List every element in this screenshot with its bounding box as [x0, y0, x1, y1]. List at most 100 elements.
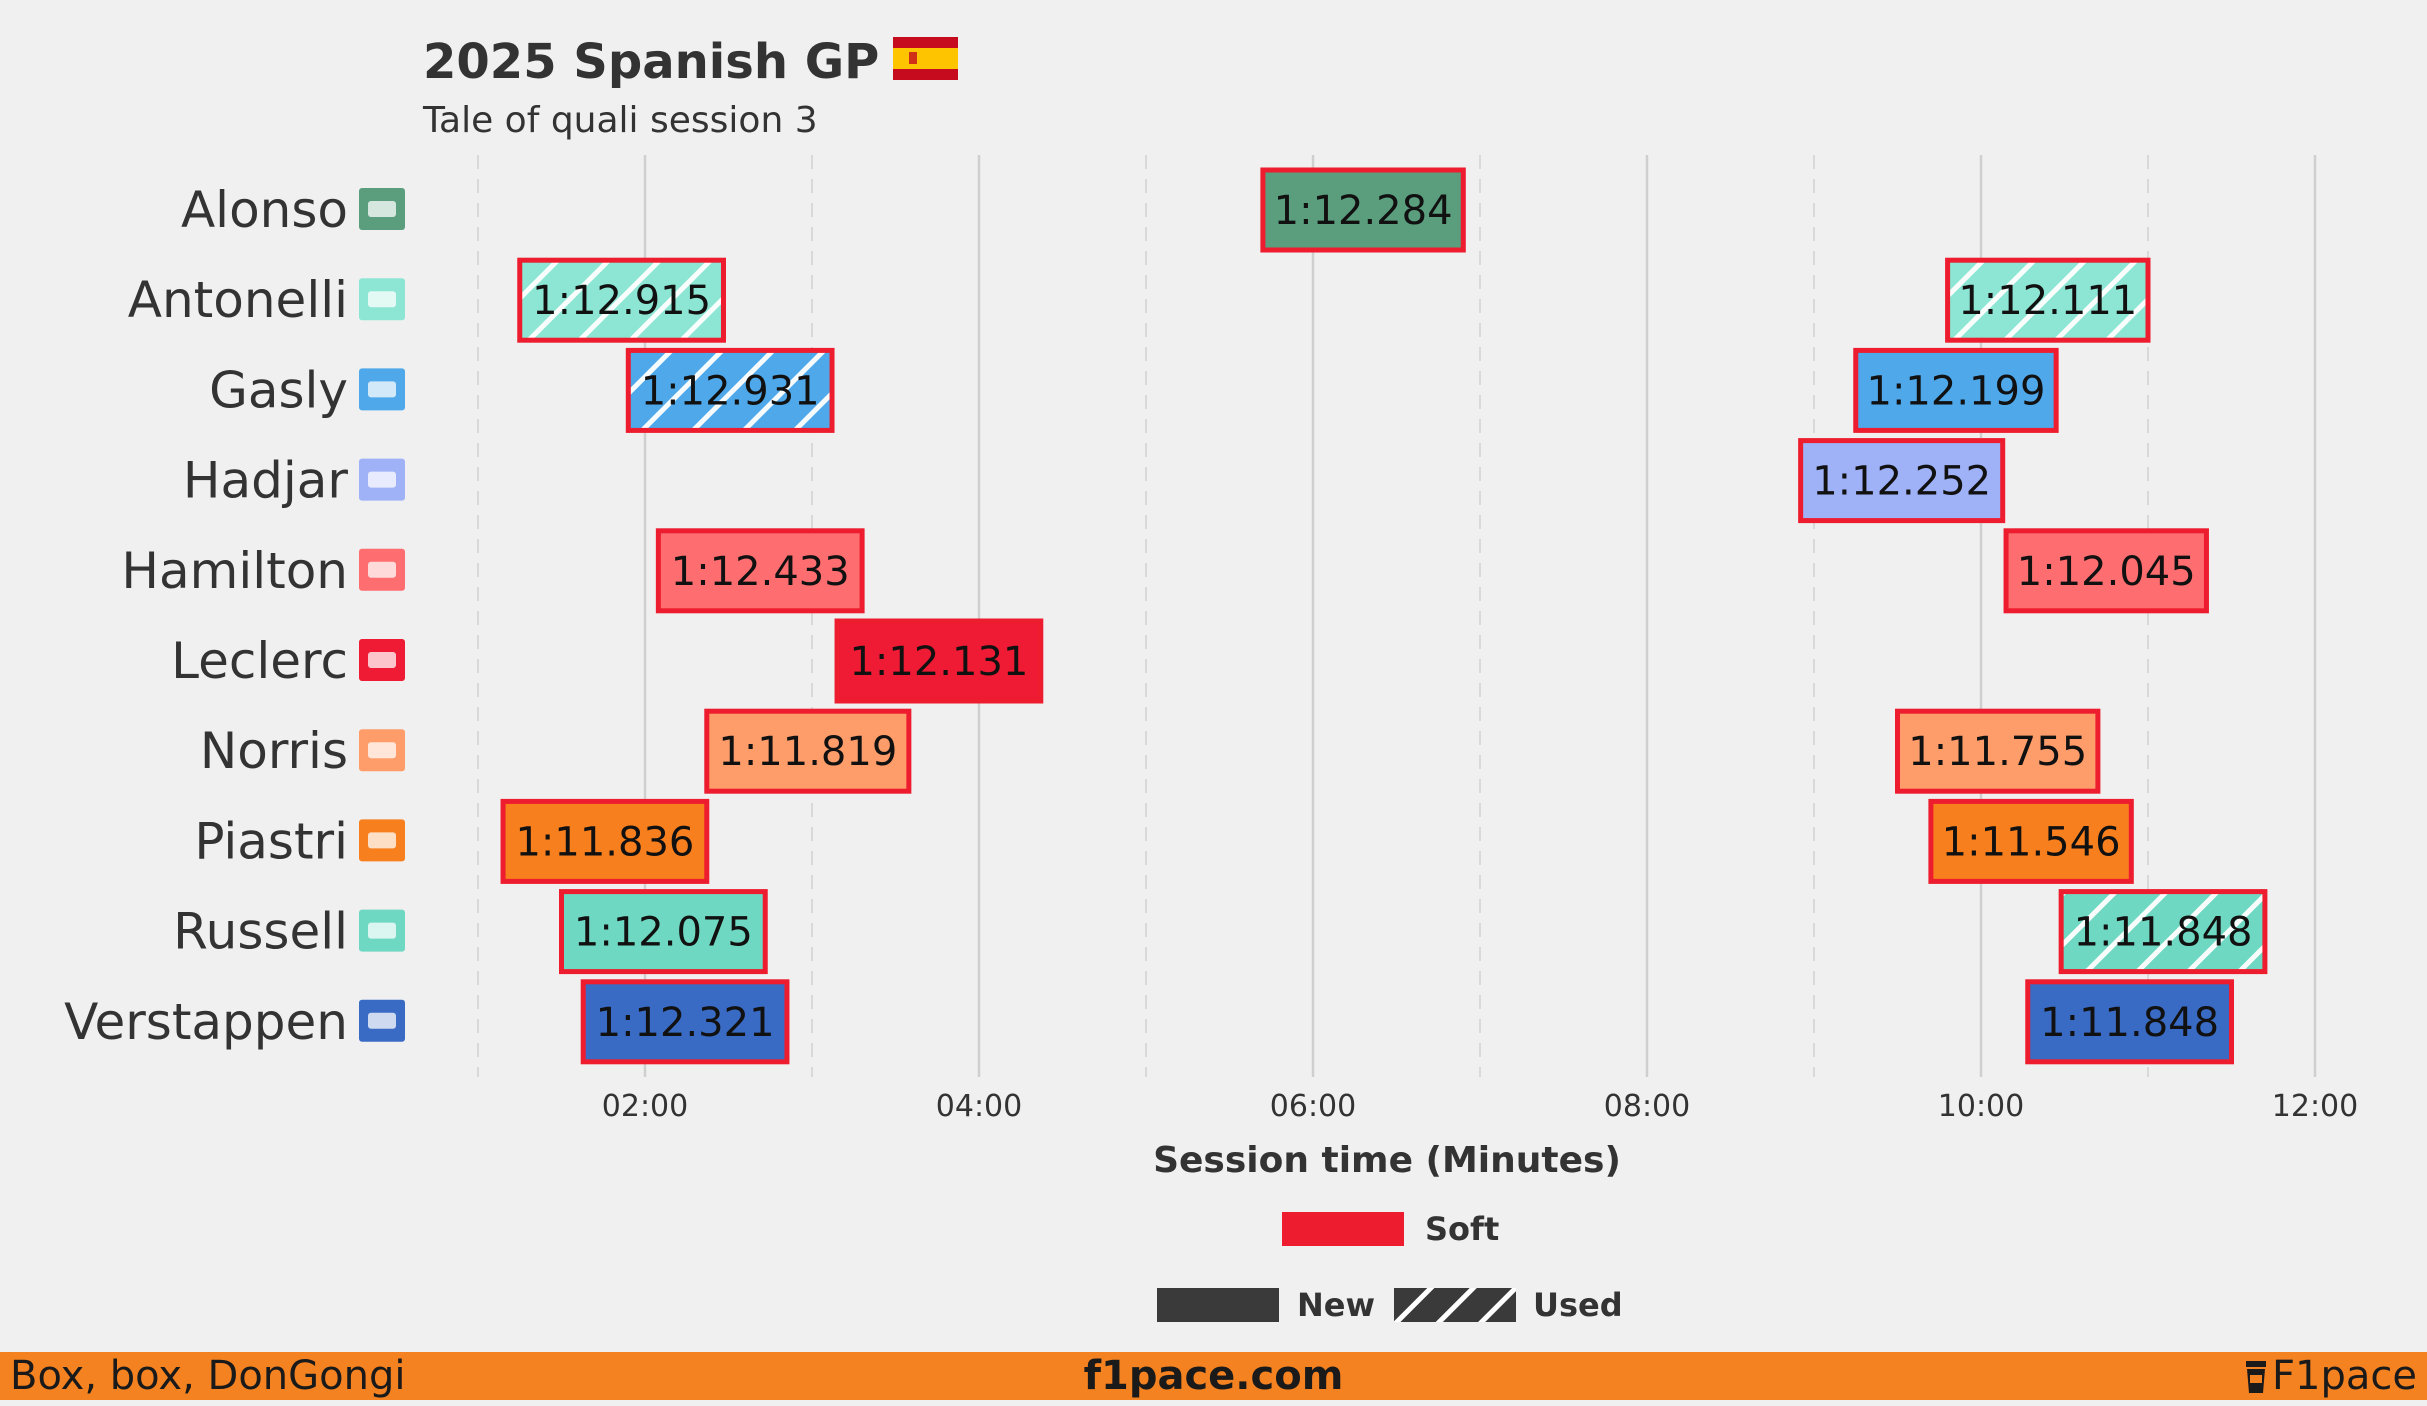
- team-logo-icon: [359, 278, 405, 321]
- spain-flag-icon: [893, 37, 958, 80]
- lap-time-label: 1:11.546: [1942, 819, 2121, 865]
- lap-bar: 1:12.199: [1853, 347, 2059, 433]
- team-logos: [359, 188, 405, 1042]
- legend-soft-swatch: [1282, 1212, 1404, 1246]
- lap-bar-fill: [583, 981, 787, 1062]
- x-tick-label: 12:00: [2272, 1089, 2358, 1124]
- lap-bar: 1:12.111: [1945, 257, 2151, 343]
- chart: 02:00 04:00 06:00 08:00 10:00 12:00 2025 Span…: [64, 34, 2358, 1324]
- driver-label: Hamilton: [121, 542, 348, 600]
- lap-bar: 1:12.252: [1798, 438, 2006, 524]
- driver-label: Alonso: [181, 181, 348, 239]
- lap-time-label: 1:11.848: [2074, 910, 2253, 956]
- lap-bar-fill: [1897, 711, 2098, 792]
- x-axis-ticks: 02:00 04:00 06:00 08:00 10:00 12:00: [602, 1089, 2358, 1124]
- x-axis-label: Session time (Minutes): [1153, 1140, 1621, 1181]
- lap-bar-fill: [503, 801, 707, 882]
- driver-label: Verstappen: [64, 993, 348, 1051]
- lap-bar: 1:11.848: [2058, 889, 2268, 975]
- lap-bar-hatch: [2061, 891, 2265, 972]
- lap-bar-outline: [1895, 708, 2101, 794]
- driver-label: Norris: [200, 722, 348, 780]
- x-tick-label: 08:00: [1604, 1089, 1690, 1124]
- footer-brand-label: F1pace: [2272, 1353, 2417, 1399]
- legend-new-label: New: [1297, 1286, 1375, 1324]
- driver-label: Leclerc: [171, 632, 348, 690]
- team-logo-mark: [368, 381, 396, 398]
- legend-used-hatch: [1394, 1288, 1516, 1322]
- team-logo-mark: [368, 652, 396, 668]
- driver-label: Piastri: [194, 812, 348, 870]
- lap-time-label: 1:12.199: [1867, 368, 2046, 414]
- legend-new-swatch: [1157, 1288, 1279, 1322]
- lap-bar-outline: [559, 889, 768, 975]
- lap-bar-outline: [580, 979, 790, 1065]
- team-logo-mark: [368, 922, 396, 939]
- lap-time-label: 1:12.915: [532, 278, 711, 324]
- legend: Soft New Used: [1157, 1210, 1623, 1324]
- lap-bar-fill: [1800, 440, 2003, 521]
- lap-bar-outline: [1260, 167, 1466, 253]
- x-tick-label: 02:00: [602, 1089, 688, 1124]
- lap-bar: 1:12.915: [517, 257, 726, 343]
- lap-bar: 1:11.848: [2025, 979, 2235, 1065]
- chart-title: 2025 Spanish GP: [423, 34, 879, 90]
- lap-bar-fill: [561, 891, 766, 972]
- lap-time-label: 1:12.075: [574, 910, 753, 956]
- lap-bar: 1:11.755: [1895, 708, 2101, 794]
- lap-bars: 1:12.284 1:12.915 1:12.111 1:12.931 1:12.199…: [500, 167, 2268, 1065]
- coffee-cup-icon: [2244, 1358, 2268, 1394]
- team-logo-mark: [368, 471, 396, 488]
- lap-bar-fill: [837, 621, 1041, 701]
- lap-time-label: 1:12.321: [596, 1000, 775, 1046]
- lap-bar-fill: [1262, 170, 1464, 250]
- lap-bar-fill: [2027, 981, 2232, 1062]
- lap-time-label: 1:11.755: [1908, 729, 2087, 775]
- team-logo-mark: [368, 1012, 396, 1029]
- lap-bar-outline: [1928, 798, 2134, 884]
- team-logo-mark: [368, 201, 396, 217]
- team-logo-mark: [368, 291, 396, 308]
- lap-bar-fill: [1930, 801, 2132, 882]
- chart-subtitle: Tale of quali session 3: [422, 100, 818, 141]
- lap-bar-outline: [655, 528, 865, 614]
- lap-bar-outline: [704, 708, 912, 794]
- team-logo-icon: [359, 548, 405, 591]
- lap-time-label: 1:12.045: [2017, 549, 2196, 595]
- team-logo-mark: [368, 832, 396, 849]
- team-logo-icon: [359, 368, 405, 411]
- team-logo-icon: [359, 999, 405, 1042]
- lap-bar-outline: [2003, 528, 2209, 614]
- lap-time-label: 1:12.131: [849, 639, 1028, 685]
- lap-bar: 1:12.931: [625, 347, 835, 433]
- footer-brand: F1pace: [2244, 1352, 2417, 1400]
- lap-time-label: 1:11.819: [718, 729, 897, 775]
- team-logo-icon: [359, 458, 405, 501]
- lap-bar-outline: [1798, 438, 2006, 524]
- driver-label: Russell: [173, 903, 348, 961]
- driver-labels: Alonso Antonelli Gasly Hadjar Hamilton Lecler…: [64, 181, 348, 1051]
- driver-label: Gasly: [209, 361, 348, 419]
- team-logo-mark: [368, 742, 396, 759]
- lap-bar: 1:12.433: [655, 528, 865, 614]
- legend-used-label: Used: [1533, 1286, 1623, 1324]
- lap-bar: 1:12.075: [559, 889, 768, 975]
- lap-bar-outline: [517, 257, 726, 343]
- team-logo-icon: [359, 729, 405, 772]
- x-tick-label: 06:00: [1270, 1089, 1356, 1124]
- lap-bar-outline: [2025, 979, 2235, 1065]
- lap-bar-fill: [1855, 350, 2057, 431]
- lap-time-label: 1:12.931: [641, 368, 820, 414]
- lap-bar: 1:12.131: [834, 618, 1044, 704]
- team-logo-mark: [368, 561, 396, 578]
- lap-bar-fill: [658, 530, 863, 611]
- team-logo-icon: [359, 188, 405, 230]
- lap-bar-fill: [706, 711, 909, 792]
- team-logo-icon: [359, 819, 405, 862]
- lap-time-label: 1:12.284: [1274, 188, 1453, 234]
- lap-bar-outline: [1945, 257, 2151, 343]
- lap-bar: 1:11.819: [704, 708, 912, 794]
- lap-time-label: 1:11.836: [515, 819, 694, 865]
- lap-bar-hatch: [519, 260, 724, 341]
- lap-bar: 1:11.836: [500, 798, 710, 884]
